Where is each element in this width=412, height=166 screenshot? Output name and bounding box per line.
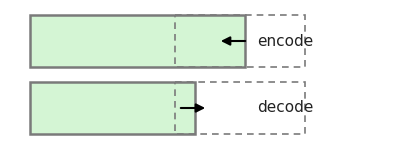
Bar (30, 82, 195, 134)
Bar (175, 15, 305, 67)
Text: decode: decode (257, 100, 313, 116)
Bar (30, 15, 245, 67)
Bar (175, 82, 305, 134)
Text: encode: encode (257, 34, 313, 48)
